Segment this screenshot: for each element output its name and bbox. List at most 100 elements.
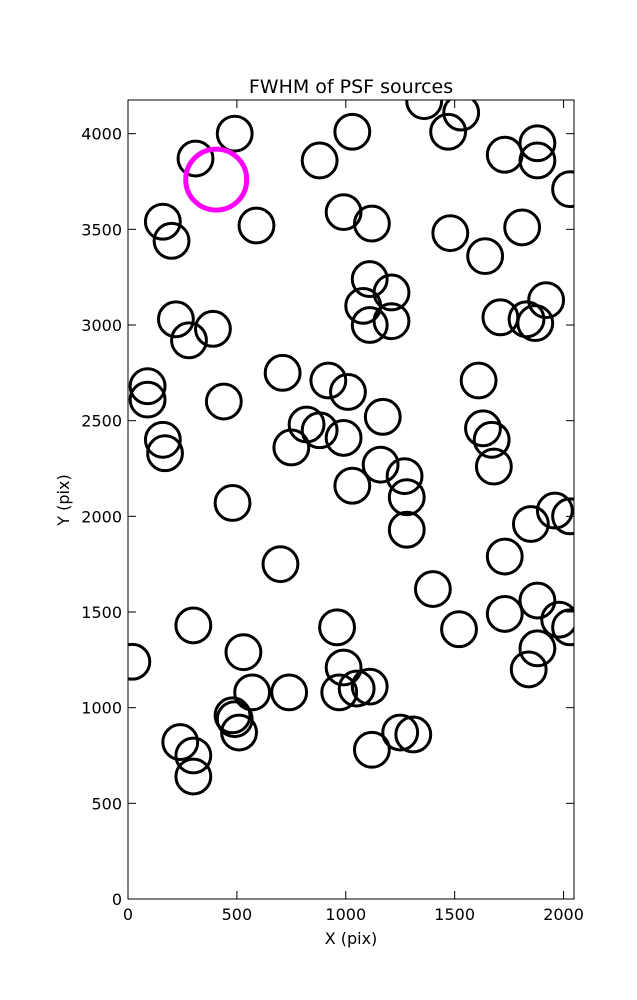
psf-source-point-37 [459, 361, 498, 400]
psf-source-point-62 [440, 610, 478, 649]
psf-source-point-31 [128, 367, 167, 406]
psf-source-point-75 [337, 669, 376, 708]
psf-source-point-77 [213, 696, 252, 735]
psf-source-point-47 [474, 447, 513, 486]
psf-source-point-56 [551, 497, 574, 536]
psf-source-point-85 [394, 715, 433, 754]
psf-source-point-2 [333, 112, 372, 151]
psf-source-point-8 [518, 124, 557, 163]
psf-source-point-61 [318, 608, 356, 647]
psf-source-point-20 [170, 321, 208, 360]
x-tick-label-1500: 1500 [434, 905, 475, 924]
psf-source-point-35 [329, 373, 367, 411]
psf-source-point-39 [146, 434, 184, 473]
psf-source-point-12 [152, 221, 191, 260]
psf-source-point-9 [518, 141, 557, 180]
plot-area [128, 100, 574, 899]
psf-source-point-25 [350, 306, 389, 344]
y-tick-label-4000: 4000 [81, 125, 122, 144]
psf-source-point-15 [352, 204, 391, 243]
psf-source-point-22 [350, 260, 389, 299]
y-tick-label-2000: 2000 [81, 507, 122, 526]
data-points-layer [128, 100, 574, 796]
x-axis-label: X (pix) [325, 929, 378, 948]
x-tick-label-1000: 1000 [325, 905, 366, 924]
psf-source-point-68 [224, 633, 263, 672]
psf-source-point-30 [527, 281, 566, 320]
psf-source-point-71 [509, 650, 548, 689]
y-tick-label-1000: 1000 [81, 699, 122, 718]
psf-source-point-49 [385, 457, 424, 496]
psf-source-point-46 [472, 420, 511, 459]
psf-source-point-76 [350, 667, 389, 706]
psf-source-point-66 [551, 608, 574, 647]
psf-source-point-57 [261, 545, 300, 584]
psf-source-point-43 [324, 418, 363, 457]
psf-source-point-36 [204, 382, 243, 421]
psf-source-point-5 [442, 100, 481, 132]
psf-source-point-14 [324, 193, 363, 232]
psf-source-point-21 [194, 309, 232, 348]
psf-source-point-18 [503, 208, 542, 247]
axis-ticks-layer: 0 500 1000 1500 2000 0 500 1000 1500 2000 2500 3000… [81, 100, 584, 924]
psf-source-point-69 [324, 648, 363, 687]
psf-source-point-84 [381, 713, 420, 752]
psf-source-point-48 [361, 445, 400, 484]
psf-source-point-74 [320, 673, 359, 712]
plot-frame [127, 99, 575, 900]
psf-source-point-54 [511, 505, 550, 543]
psf-source-point-67 [128, 642, 152, 681]
psf-source-point-11 [143, 202, 182, 241]
y-tick-label-0: 0 [112, 890, 122, 909]
psf-source-point-16 [431, 214, 470, 253]
x-tick-label-2000: 2000 [543, 905, 584, 924]
y-tick-label-2500: 2500 [81, 412, 122, 431]
psf-source-point-44 [363, 397, 402, 436]
y-axis-label: Y (pix) [54, 474, 73, 526]
x-tick-label-0: 0 [123, 905, 133, 924]
psf-source-point-59 [413, 570, 452, 608]
y-tick-label-500: 500 [91, 794, 122, 813]
psf-source-point-83 [352, 730, 391, 769]
psf-source-point-45 [464, 409, 502, 448]
psf-source-point-60 [174, 606, 213, 645]
psf-source-point-81 [174, 736, 213, 775]
psf-source-point-33 [263, 353, 302, 392]
x-tick-label-500: 500 [222, 905, 253, 924]
psf-source-point-51 [387, 478, 426, 517]
psf-source-point-19 [156, 300, 195, 339]
highlighted-source-point-0 [183, 146, 250, 213]
psf-source-point-17 [466, 237, 505, 276]
psf-source-point-64 [518, 581, 557, 620]
psf-source-point-52 [213, 484, 252, 522]
psf-source-point-53 [387, 510, 426, 549]
psf-source-point-26 [372, 302, 411, 341]
psf-source-point-4 [405, 100, 444, 121]
psf-source-point-82 [174, 757, 213, 796]
psf-source-point-0 [176, 139, 215, 178]
y-tick-label-3000: 3000 [81, 316, 122, 335]
psf-source-point-34 [309, 361, 348, 400]
psf-source-point-55 [535, 491, 574, 530]
psf-source-point-63 [485, 594, 524, 633]
psf-source-point-42 [272, 428, 311, 467]
psf-source-point-50 [333, 466, 372, 505]
psf-source-point-73 [270, 673, 309, 712]
psf-source-point-79 [220, 713, 258, 752]
y-tick-label-3500: 3500 [81, 220, 122, 239]
psf-source-point-70 [518, 629, 557, 668]
psf-source-point-58 [485, 537, 524, 576]
psf-source-point-29 [516, 304, 555, 343]
psf-source-point-10 [551, 170, 574, 209]
psf-source-point-13 [237, 206, 276, 245]
chart-title: FWHM of PSF sources [249, 76, 453, 98]
psf-source-point-65 [540, 600, 574, 639]
psf-source-point-1 [215, 114, 254, 153]
y-tick-label-1500: 1500 [81, 603, 122, 622]
psf-source-point-6 [429, 112, 468, 151]
psf-source-point-80 [161, 723, 200, 762]
psf-source-point-3 [300, 141, 339, 180]
psf-source-point-38 [143, 420, 182, 459]
psf-source-point-72 [233, 673, 272, 712]
